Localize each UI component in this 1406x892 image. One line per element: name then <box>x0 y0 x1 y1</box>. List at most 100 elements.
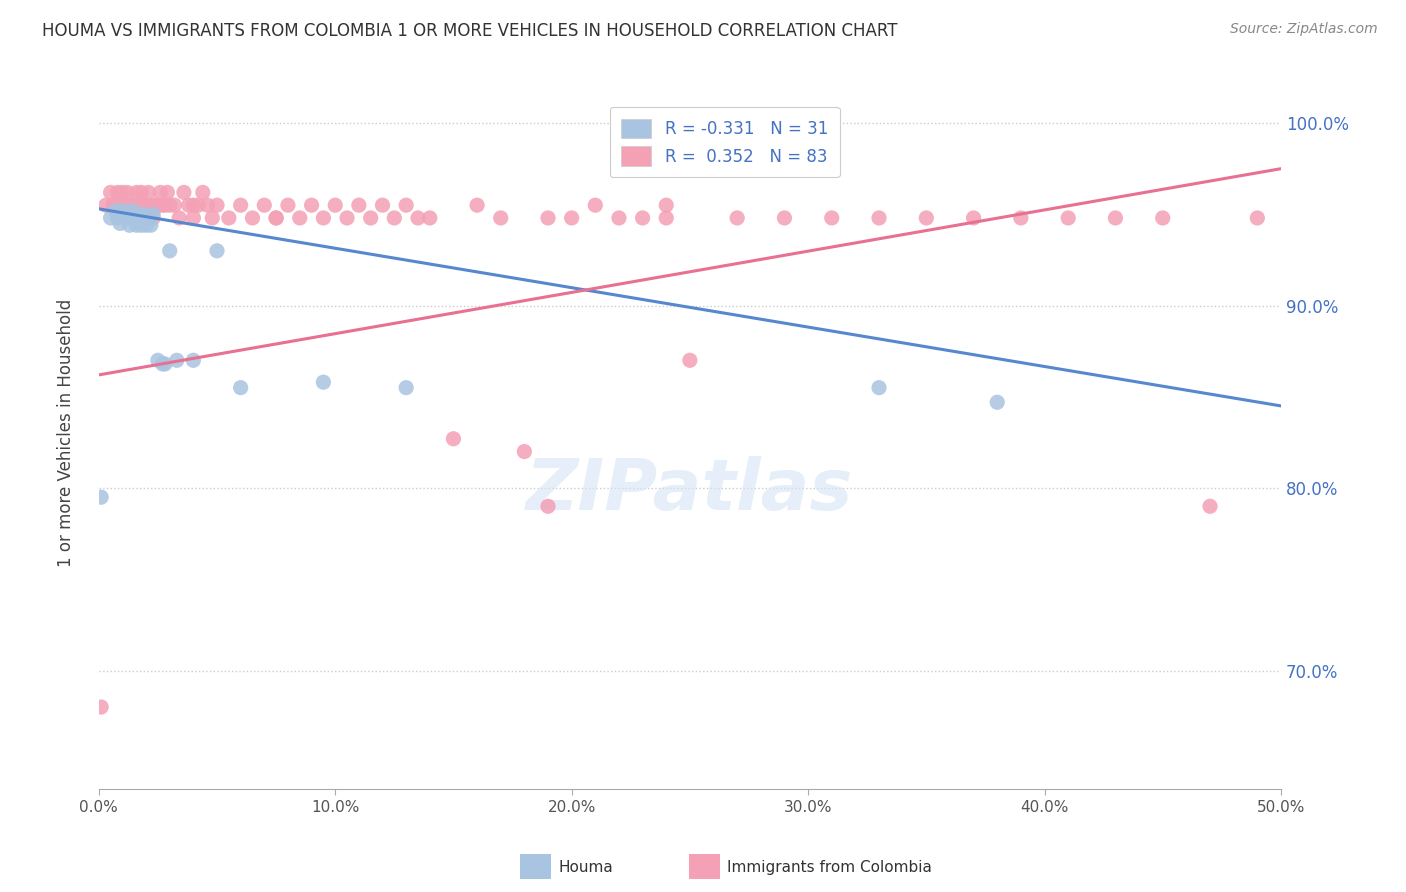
Point <box>142 211 165 225</box>
Point <box>114 198 136 212</box>
Point <box>395 381 418 395</box>
Point <box>159 244 181 258</box>
Point <box>138 211 160 225</box>
Point <box>229 381 252 395</box>
Point <box>114 207 136 221</box>
Point <box>395 198 418 212</box>
Point <box>132 198 155 212</box>
Point <box>135 198 157 212</box>
Point <box>631 211 654 225</box>
Point <box>821 211 844 225</box>
Point <box>149 186 172 200</box>
Point <box>166 353 188 368</box>
Point <box>301 198 323 212</box>
Point <box>135 219 157 233</box>
Point <box>323 198 346 212</box>
Point <box>159 198 181 212</box>
Point <box>419 211 441 225</box>
Point <box>107 211 129 225</box>
Point <box>138 186 160 200</box>
Point <box>177 198 200 212</box>
Point <box>312 211 335 225</box>
Point <box>513 444 536 458</box>
Point <box>336 211 359 225</box>
Point <box>115 186 138 200</box>
Text: Immigrants from Colombia: Immigrants from Colombia <box>727 860 932 874</box>
Point <box>1010 211 1032 225</box>
Point <box>111 186 134 200</box>
Point <box>152 357 174 371</box>
Point <box>101 198 124 212</box>
Point <box>183 211 205 225</box>
Point <box>360 211 382 225</box>
Text: HOUMA VS IMMIGRANTS FROM COLOMBIA 1 OR MORE VEHICLES IN HOUSEHOLD CORRELATION CH: HOUMA VS IMMIGRANTS FROM COLOMBIA 1 OR M… <box>42 22 897 40</box>
Point <box>242 211 264 225</box>
Point <box>371 198 394 212</box>
Point <box>489 211 512 225</box>
Point <box>125 219 148 233</box>
Point <box>90 490 112 504</box>
Point <box>868 211 890 225</box>
Point <box>205 198 228 212</box>
Point <box>229 198 252 212</box>
Point <box>218 211 240 225</box>
Point <box>962 211 984 225</box>
Point <box>167 211 190 225</box>
Point <box>277 198 299 212</box>
Point <box>561 211 583 225</box>
Point <box>655 211 678 225</box>
Point <box>139 198 162 212</box>
Point <box>583 198 606 212</box>
Y-axis label: 1 or more Vehicles in Household: 1 or more Vehicles in Household <box>58 299 75 567</box>
Point <box>264 211 287 225</box>
Point <box>145 198 167 212</box>
Point <box>139 219 162 233</box>
Point <box>183 353 205 368</box>
Point <box>406 211 429 225</box>
Point <box>100 186 122 200</box>
Text: ZIPatlas: ZIPatlas <box>526 456 853 524</box>
Point <box>443 432 465 446</box>
Point <box>125 186 148 200</box>
Point <box>1199 500 1222 514</box>
Point <box>187 198 209 212</box>
Text: Source: ZipAtlas.com: Source: ZipAtlas.com <box>1230 22 1378 37</box>
Point <box>153 198 176 212</box>
Point <box>146 198 169 212</box>
Point <box>122 198 145 212</box>
Point <box>915 211 938 225</box>
Point <box>163 198 186 212</box>
Point <box>537 211 560 225</box>
Point <box>132 207 155 221</box>
Point <box>201 211 224 225</box>
Point <box>142 207 165 221</box>
Point <box>264 211 287 225</box>
Point <box>607 211 630 225</box>
Point <box>1152 211 1174 225</box>
Point <box>118 198 141 212</box>
Point <box>131 186 153 200</box>
Point <box>128 198 150 212</box>
Point <box>153 357 176 371</box>
Point <box>347 198 370 212</box>
Point <box>118 219 141 233</box>
Point <box>107 186 129 200</box>
Point <box>1057 211 1080 225</box>
Point <box>1104 211 1126 225</box>
Point <box>156 186 179 200</box>
Point <box>122 211 145 225</box>
Point <box>121 198 143 212</box>
Point <box>465 198 488 212</box>
Point <box>655 198 678 212</box>
Point <box>108 216 131 230</box>
Point <box>90 700 112 714</box>
Point <box>183 198 205 212</box>
Point <box>128 207 150 221</box>
Point <box>173 186 195 200</box>
Point <box>868 381 890 395</box>
Point <box>205 244 228 258</box>
Point <box>121 203 143 218</box>
Point <box>253 198 276 212</box>
Text: Houma: Houma <box>558 860 613 874</box>
Point <box>104 203 127 218</box>
